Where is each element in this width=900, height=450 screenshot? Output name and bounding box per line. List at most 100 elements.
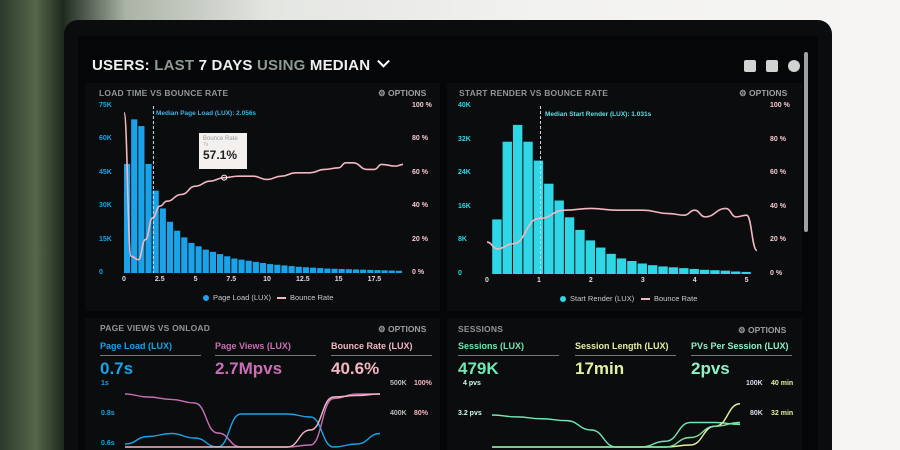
chart-title: START RENDER VS BOUNCE RATE bbox=[459, 88, 609, 98]
options-button[interactable]: ⚙ OPTIONS bbox=[378, 88, 427, 98]
bar bbox=[502, 141, 512, 274]
tooltip-sub: 7s bbox=[203, 142, 209, 148]
bar bbox=[145, 163, 152, 273]
x-tick-label: 4 bbox=[692, 277, 697, 284]
bar bbox=[281, 265, 288, 273]
x-tick-label: 3 bbox=[640, 277, 645, 284]
page-title[interactable]: USERS: LAST 7 DAYS USING MEDIAN bbox=[92, 54, 390, 74]
y-tick-label: 0.6s bbox=[101, 440, 115, 447]
bar bbox=[710, 270, 720, 274]
y2-tick-label: 100K bbox=[746, 380, 763, 387]
bar bbox=[512, 124, 523, 275]
help-icon[interactable] bbox=[788, 60, 800, 72]
kpi-value[interactable]: 17min bbox=[575, 359, 625, 378]
bar bbox=[575, 229, 585, 274]
median-label: Median Start Render (LUX): 1.031s bbox=[545, 111, 652, 118]
title-last: LAST bbox=[154, 57, 195, 74]
kpi-label: Sessions (LUX) bbox=[458, 341, 559, 356]
tooltip: Bounce Rate 7s 57.1% bbox=[199, 133, 247, 169]
kpi-label: Page Load (LUX) bbox=[100, 341, 201, 356]
bar bbox=[564, 217, 575, 274]
y3-tick-label: 80% bbox=[414, 410, 429, 417]
bar bbox=[245, 260, 252, 273]
bar bbox=[395, 270, 402, 273]
bar bbox=[627, 260, 637, 274]
bar bbox=[616, 258, 627, 274]
legend-item[interactable]: Page Load (LUX) bbox=[203, 293, 271, 302]
bar bbox=[606, 253, 616, 274]
bar bbox=[596, 247, 606, 274]
options-button[interactable]: ⚙ OPTIONS bbox=[739, 88, 788, 98]
legend-label: Bounce Rate bbox=[290, 293, 334, 302]
chart-icon[interactable] bbox=[766, 60, 778, 72]
bar bbox=[668, 267, 679, 274]
y-tick-label: 15K bbox=[99, 235, 112, 243]
bar bbox=[374, 270, 381, 273]
y3-tick-label: 40 min bbox=[771, 380, 794, 387]
bar bbox=[317, 268, 324, 273]
bar bbox=[288, 266, 295, 273]
hover-point bbox=[221, 174, 228, 181]
bar bbox=[152, 190, 159, 273]
chart-title: LOAD TIME VS BOUNCE RATE bbox=[99, 88, 229, 98]
y-tick-label: 0 bbox=[99, 269, 103, 276]
x-tick-label: 1 bbox=[536, 277, 541, 284]
bar bbox=[689, 268, 699, 274]
options-button[interactable]: ⚙ OPTIONS bbox=[738, 325, 787, 335]
x-tick-label: 5 bbox=[744, 277, 749, 284]
x-tick-label: 2.5 bbox=[154, 276, 165, 283]
title-using: USING bbox=[256, 57, 306, 74]
tooltip-value: 57.1% bbox=[203, 148, 238, 162]
bar bbox=[224, 256, 231, 273]
y-tick-label: 75K bbox=[99, 102, 112, 109]
bar bbox=[131, 119, 138, 273]
y-tick-label: 32K bbox=[458, 135, 471, 143]
y2-tick-label: 500K bbox=[390, 380, 407, 387]
y-tick-label: 30K bbox=[99, 202, 112, 210]
panel-sessions bbox=[447, 318, 802, 450]
kpi-value[interactable]: 2.7Mpvs bbox=[215, 359, 283, 378]
legend-label: Page Load (LUX) bbox=[213, 293, 271, 302]
y-tick-label: 3.2 pvs bbox=[458, 410, 482, 417]
y-tick-label: 24K bbox=[458, 169, 471, 177]
bar bbox=[731, 271, 741, 274]
bar bbox=[267, 264, 274, 273]
legend-item[interactable]: Start Render (LUX) bbox=[560, 294, 634, 303]
y2-tick-label: 0 % bbox=[412, 269, 425, 276]
monitor-icon[interactable] bbox=[744, 60, 756, 72]
bar bbox=[159, 208, 166, 273]
y3-tick-label: 32 min bbox=[771, 410, 794, 417]
legend-item[interactable]: Bounce Rate bbox=[277, 293, 333, 302]
bar bbox=[202, 249, 209, 273]
y2-tick-label: 80 % bbox=[770, 135, 786, 143]
x-tick-label: 5 bbox=[193, 276, 198, 283]
line-icon bbox=[277, 296, 286, 299]
bounce-rate-line bbox=[486, 207, 758, 252]
scrollbar[interactable] bbox=[804, 52, 808, 232]
dot-icon bbox=[203, 294, 209, 301]
y2-tick-label: 40 % bbox=[412, 202, 428, 210]
kpi-value[interactable]: 0.7s bbox=[100, 359, 134, 378]
kpi-value[interactable]: 479K bbox=[458, 359, 499, 378]
options-button[interactable]: ⚙ OPTIONS bbox=[378, 324, 427, 334]
y2-tick-label: 40 % bbox=[770, 202, 786, 210]
bounce-rate-line bbox=[123, 111, 404, 261]
bar bbox=[523, 141, 533, 274]
y-tick-label: 60K bbox=[99, 135, 112, 143]
bar bbox=[658, 266, 668, 274]
y-tick-label: 40K bbox=[458, 102, 471, 109]
series-line bbox=[492, 403, 741, 448]
kpi-value[interactable]: 2pvs bbox=[691, 359, 730, 378]
series-line bbox=[125, 393, 381, 448]
kpi-value[interactable]: 40.6% bbox=[331, 359, 380, 378]
bar bbox=[138, 126, 145, 273]
x-tick-label: 10 bbox=[263, 276, 271, 283]
title-median: MEDIAN bbox=[309, 57, 371, 74]
legend-item[interactable]: Bounce Rate bbox=[641, 294, 697, 303]
x-tick-label: 0 bbox=[485, 277, 489, 284]
x-tick-label: 2 bbox=[588, 277, 593, 284]
x-tick-label: 15 bbox=[334, 276, 343, 283]
y-tick-label: 1s bbox=[101, 380, 109, 387]
legend-label: Start Render (LUX) bbox=[570, 294, 635, 303]
y-tick-label: 8K bbox=[458, 236, 467, 244]
